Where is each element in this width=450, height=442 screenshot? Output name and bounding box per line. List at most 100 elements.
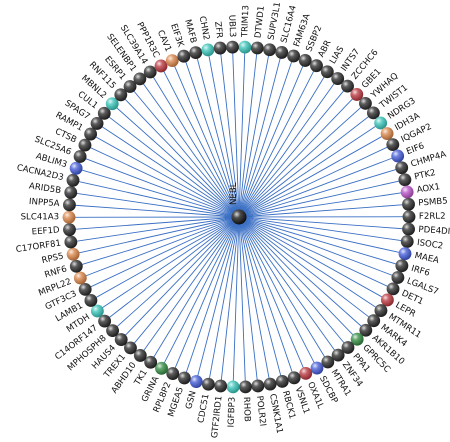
node-c17orf81[interactable] bbox=[64, 235, 78, 249]
node-det1[interactable] bbox=[386, 282, 400, 296]
edge-maea bbox=[238, 216, 406, 255]
node-eif3k[interactable] bbox=[177, 49, 191, 63]
node-trim13[interactable] bbox=[238, 40, 252, 54]
node-slc41a3[interactable] bbox=[62, 210, 76, 224]
edge-arid5b bbox=[70, 192, 240, 218]
node-rps5[interactable] bbox=[66, 247, 80, 261]
node-sdcbp[interactable] bbox=[310, 361, 324, 375]
node-vsnl1[interactable] bbox=[287, 371, 301, 385]
edge-akr1b10 bbox=[238, 216, 367, 331]
node-ramp1[interactable] bbox=[84, 127, 98, 141]
edge-vsnl1 bbox=[238, 216, 295, 378]
node-label: MAEA bbox=[414, 251, 440, 266]
node-label: RHOB bbox=[241, 397, 252, 423]
node-ubl3[interactable] bbox=[226, 40, 239, 54]
node-dtwd1[interactable] bbox=[250, 41, 264, 55]
node-ctsb[interactable] bbox=[78, 138, 92, 152]
edge-ppa1 bbox=[238, 216, 349, 348]
node-mtdh[interactable] bbox=[90, 304, 104, 318]
node-label: IRF6 bbox=[410, 264, 431, 279]
node-isoc2[interactable] bbox=[400, 235, 414, 248]
node-slc39a14[interactable] bbox=[143, 65, 157, 79]
node-psmb5[interactable] bbox=[402, 197, 415, 211]
node-ndrg3[interactable] bbox=[374, 116, 388, 130]
node-gtf2ird1[interactable] bbox=[214, 379, 228, 393]
node-slc25a6[interactable] bbox=[73, 150, 87, 163]
node-slc16a4[interactable] bbox=[275, 46, 289, 59]
node-abr[interactable] bbox=[310, 59, 323, 73]
edge-igfbp3 bbox=[232, 216, 240, 387]
node-irf6[interactable] bbox=[395, 259, 409, 273]
node-fam63a[interactable] bbox=[287, 49, 301, 63]
node-arid5b[interactable] bbox=[64, 186, 78, 199]
edge-mbnl2 bbox=[111, 103, 240, 218]
edge-ywhaq bbox=[238, 103, 366, 218]
node-rnf6[interactable] bbox=[69, 259, 83, 273]
node-pde4di[interactable] bbox=[402, 222, 415, 236]
edge-slc25a6 bbox=[79, 156, 240, 218]
node-chn2[interactable] bbox=[201, 43, 215, 57]
edge-ubl3 bbox=[232, 47, 240, 218]
edge-spag7 bbox=[96, 123, 240, 218]
edge-abr bbox=[238, 65, 317, 218]
edge-layer bbox=[68, 47, 410, 387]
node-mafb[interactable] bbox=[189, 46, 203, 59]
node-label: ARID5B bbox=[28, 181, 62, 196]
edge-cacna2d3 bbox=[72, 179, 240, 218]
node-zfr[interactable] bbox=[213, 41, 227, 55]
edge-mark4 bbox=[238, 216, 374, 322]
node-cav1[interactable] bbox=[165, 54, 179, 68]
edge-znf34 bbox=[238, 216, 339, 356]
node-igfbp3[interactable] bbox=[226, 380, 240, 394]
center-node-label: NEBL bbox=[229, 182, 239, 205]
edge-c14orf147 bbox=[104, 216, 240, 322]
node-ablim3[interactable] bbox=[69, 161, 83, 175]
node-lepr[interactable] bbox=[380, 293, 394, 307]
node-mrpl22[interactable] bbox=[73, 271, 87, 285]
node-rpl8p2[interactable] bbox=[166, 367, 180, 380]
node-csnk1a1[interactable] bbox=[263, 377, 277, 391]
node-eef1d[interactable] bbox=[63, 223, 76, 237]
node-polr2i[interactable] bbox=[251, 379, 265, 393]
edge-abhd10 bbox=[139, 216, 240, 356]
node-gtf3c3[interactable] bbox=[78, 283, 92, 296]
edge-rnf6 bbox=[76, 216, 240, 267]
edge-lgals7 bbox=[238, 216, 399, 278]
node-maea[interactable] bbox=[398, 247, 412, 261]
node-chmp4a[interactable] bbox=[395, 161, 409, 175]
edge-csnk1a1 bbox=[238, 216, 271, 385]
edge-polr2i bbox=[238, 216, 259, 386]
edge-ablim3 bbox=[75, 167, 240, 218]
node-label: EEF1D bbox=[31, 225, 60, 237]
node-lamb1[interactable] bbox=[84, 294, 98, 307]
node-label: IGFBP3 bbox=[227, 397, 238, 428]
edge-trim13 bbox=[238, 47, 246, 218]
node-ppp1r3c[interactable] bbox=[154, 59, 168, 73]
node-cdc51[interactable] bbox=[201, 377, 215, 391]
node-rhob[interactable] bbox=[239, 380, 252, 394]
node-grina[interactable] bbox=[155, 361, 168, 375]
node-supv3l1[interactable] bbox=[263, 43, 277, 57]
node-gsn[interactable] bbox=[189, 375, 203, 388]
node-inpp5a[interactable] bbox=[63, 198, 76, 212]
node-idh3a[interactable] bbox=[380, 127, 394, 140]
node-oxa1l[interactable] bbox=[299, 366, 313, 380]
edge-psmb5 bbox=[238, 203, 409, 218]
node-iqgap2[interactable] bbox=[386, 138, 400, 151]
edge-mafb bbox=[195, 52, 240, 218]
node-cacna2d3[interactable] bbox=[66, 173, 80, 187]
node-mtra1[interactable] bbox=[321, 355, 335, 369]
node-ssbp2[interactable] bbox=[298, 54, 312, 67]
node-ptk2[interactable] bbox=[398, 173, 412, 187]
node-eif6[interactable] bbox=[391, 149, 405, 163]
node-label: RBCK1 bbox=[280, 390, 297, 420]
edge-gprc5c bbox=[238, 216, 358, 340]
node-f2rl2[interactable] bbox=[402, 210, 416, 224]
edge-c17orf81 bbox=[70, 216, 240, 243]
node-lgals7[interactable] bbox=[391, 271, 405, 284]
node-label: ZFR bbox=[212, 21, 224, 39]
node-aox1[interactable] bbox=[400, 185, 414, 199]
node-mgea5[interactable] bbox=[177, 371, 191, 385]
edge-isoc2 bbox=[238, 216, 408, 242]
node-rbck1[interactable] bbox=[275, 375, 289, 388]
